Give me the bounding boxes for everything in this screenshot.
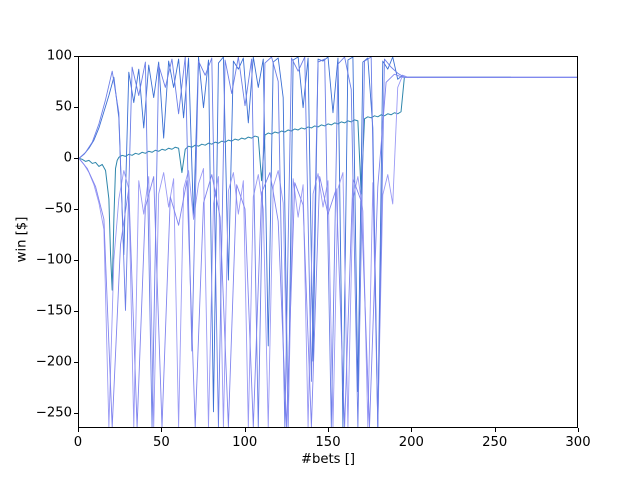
x-axis-tick — [494, 428, 496, 432]
x-axis-tick-label: 100 — [232, 435, 258, 450]
y-axis-tick-label: −150 — [35, 303, 72, 319]
x-axis-tick-label: 250 — [482, 435, 508, 450]
data-series-line — [79, 57, 577, 427]
x-axis-tick — [328, 428, 330, 432]
x-axis-tick — [161, 428, 163, 432]
y-axis-tick-label: 100 — [46, 48, 72, 64]
y-axis-label: win [$] — [14, 216, 30, 263]
x-axis-tick-label: 0 — [73, 435, 83, 450]
data-lines-layer — [79, 57, 577, 427]
y-axis-tick-label: 0 — [63, 150, 72, 166]
x-axis-tick-label: 50 — [152, 435, 170, 450]
y-axis-tick-label: −100 — [35, 252, 72, 268]
x-axis-label: #bets [] — [300, 452, 356, 467]
x-axis-tick — [411, 428, 413, 432]
x-axis-tick-label: 150 — [315, 435, 341, 450]
y-axis-tick-label: −250 — [35, 405, 72, 421]
x-axis-tick — [244, 428, 246, 432]
y-axis-tick-label: −200 — [35, 354, 72, 370]
y-axis-tick-label: −50 — [44, 201, 72, 217]
data-series-line — [79, 77, 511, 290]
x-axis-tick — [78, 428, 80, 432]
data-series-line — [79, 57, 577, 427]
x-axis-tick-label: 200 — [398, 435, 424, 450]
plot-area — [78, 56, 578, 428]
data-series-line — [79, 75, 577, 427]
x-axis-tick-label: 300 — [565, 435, 591, 450]
x-axis-tick — [578, 428, 580, 432]
y-axis-tick-label: 50 — [55, 99, 72, 115]
